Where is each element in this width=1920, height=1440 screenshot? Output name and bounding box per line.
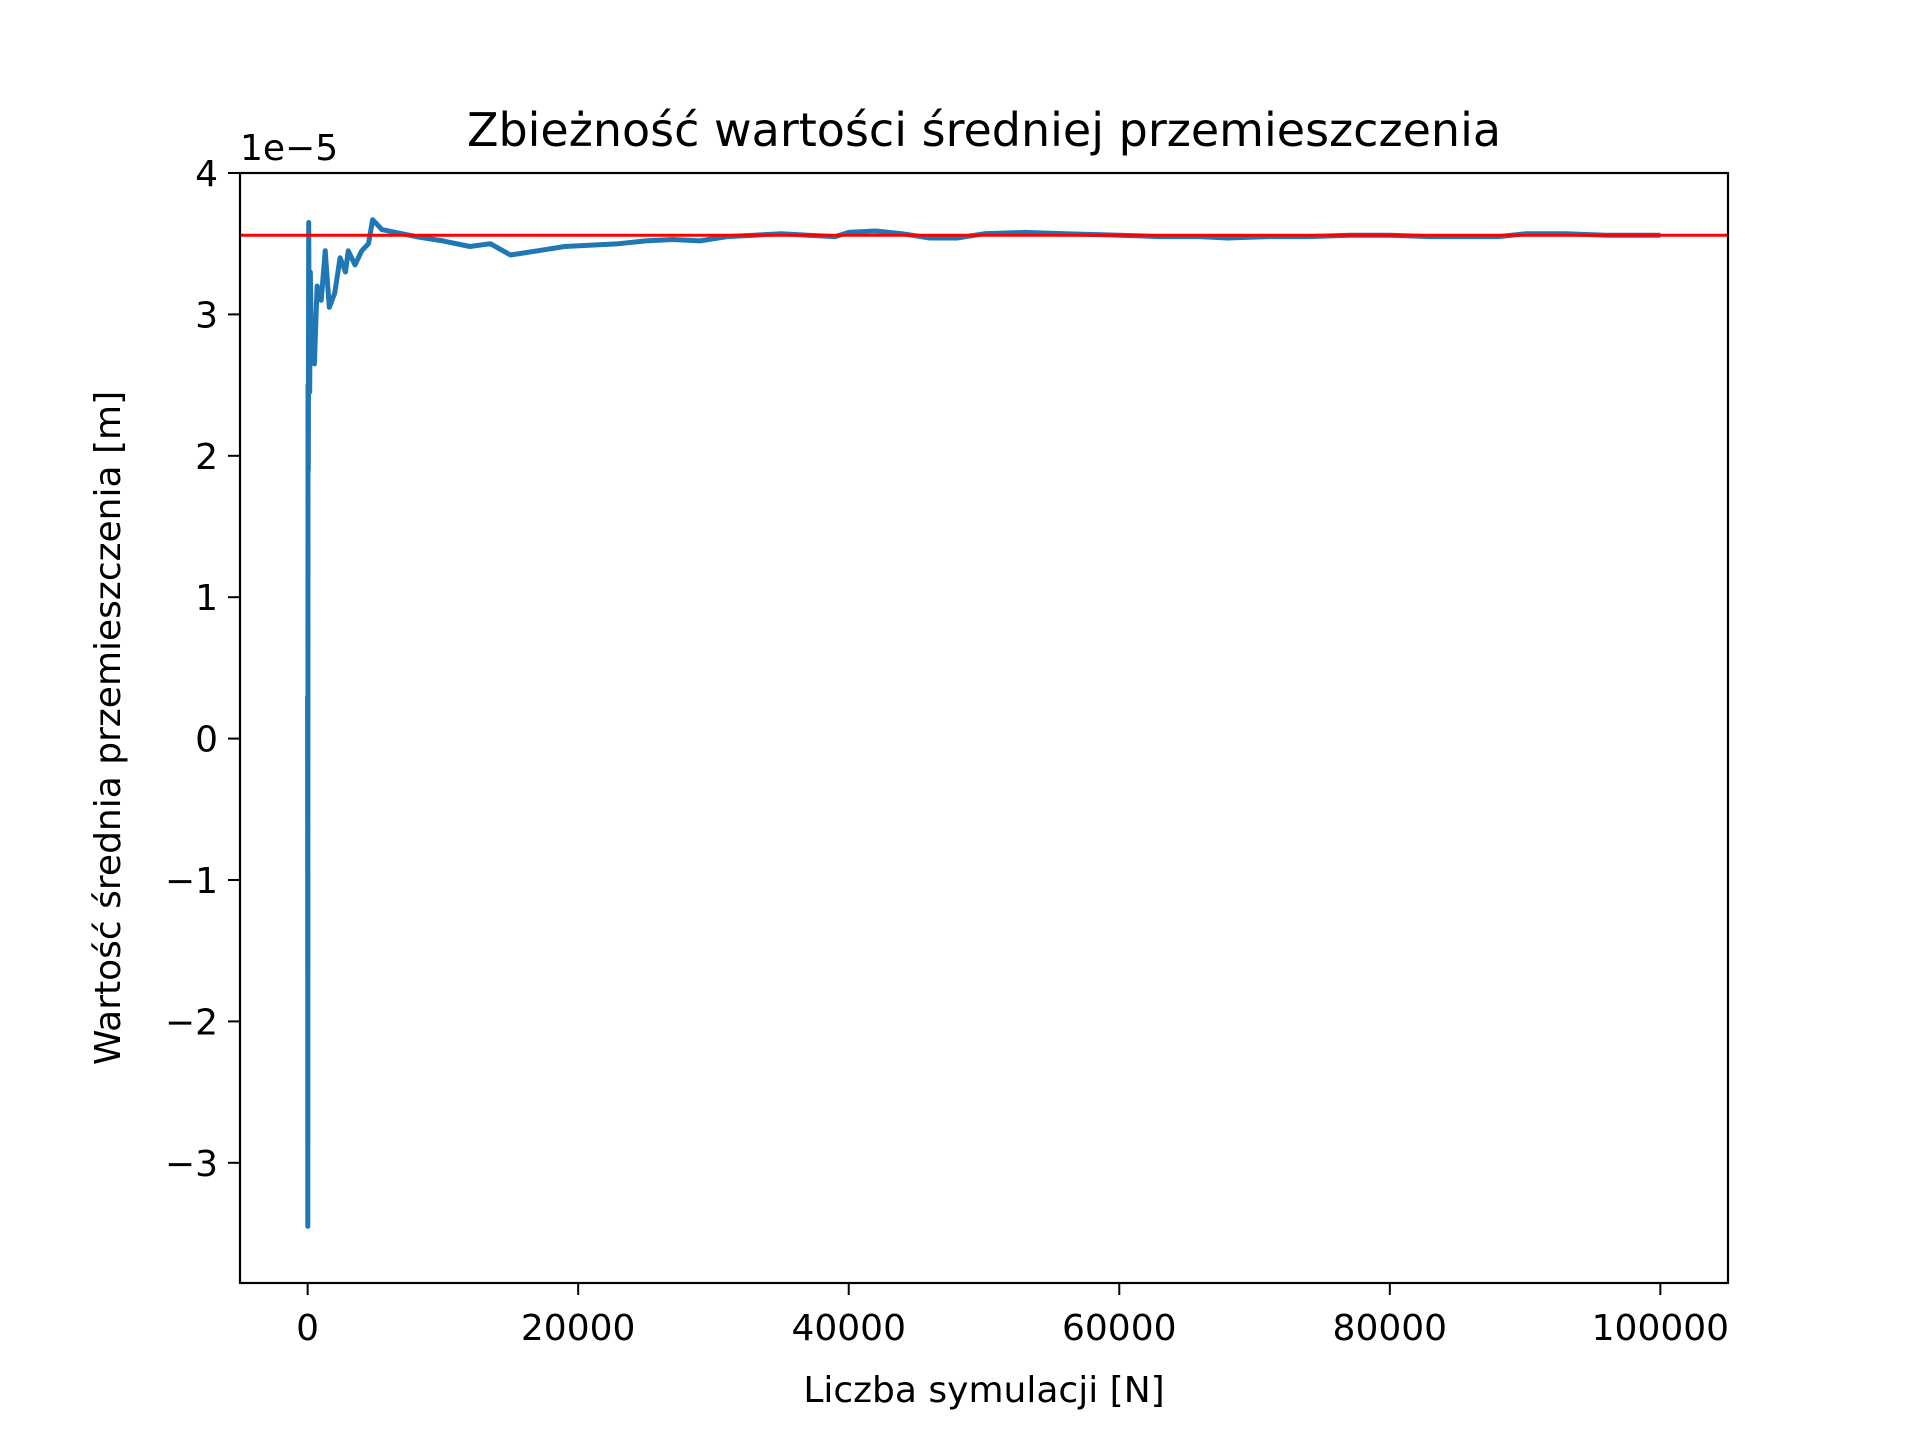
y-tick-label: −1 [165,861,218,902]
y-axis: −3 −2 −1 0 1 2 3 4 [165,154,240,1185]
y-tick-label: 4 [195,154,218,195]
x-tick-label: 80000 [1333,1308,1448,1349]
y-tick-label: 2 [195,437,218,478]
y-axis-label: Wartość średnia przemieszczenia [m] [88,391,129,1065]
x-axis: 0 20000 40000 60000 80000 100000 [296,1283,1729,1349]
x-tick-label: 0 [296,1308,319,1349]
y-tick-label: −2 [165,1002,218,1043]
chart-title: Zbieżność wartości średniej przemieszcze… [467,103,1501,157]
x-tick-label: 40000 [791,1308,906,1349]
y-tick-label: 3 [195,295,218,336]
x-axis-label: Liczba symulacji [N] [803,1370,1164,1411]
plot-background [240,173,1728,1283]
y-offset-label: 1e−5 [240,128,338,169]
data-layer [240,217,1728,1229]
x-tick-label: 60000 [1062,1308,1177,1349]
plot-frame [238,171,1730,1285]
y-tick-label: −3 [165,1144,218,1185]
x-tick-label: 20000 [521,1308,636,1349]
y-tick-label: 1 [195,578,218,619]
x-tick-label: 100000 [1592,1308,1729,1349]
series-line [305,217,1661,1229]
y-tick-label: 0 [195,720,218,761]
